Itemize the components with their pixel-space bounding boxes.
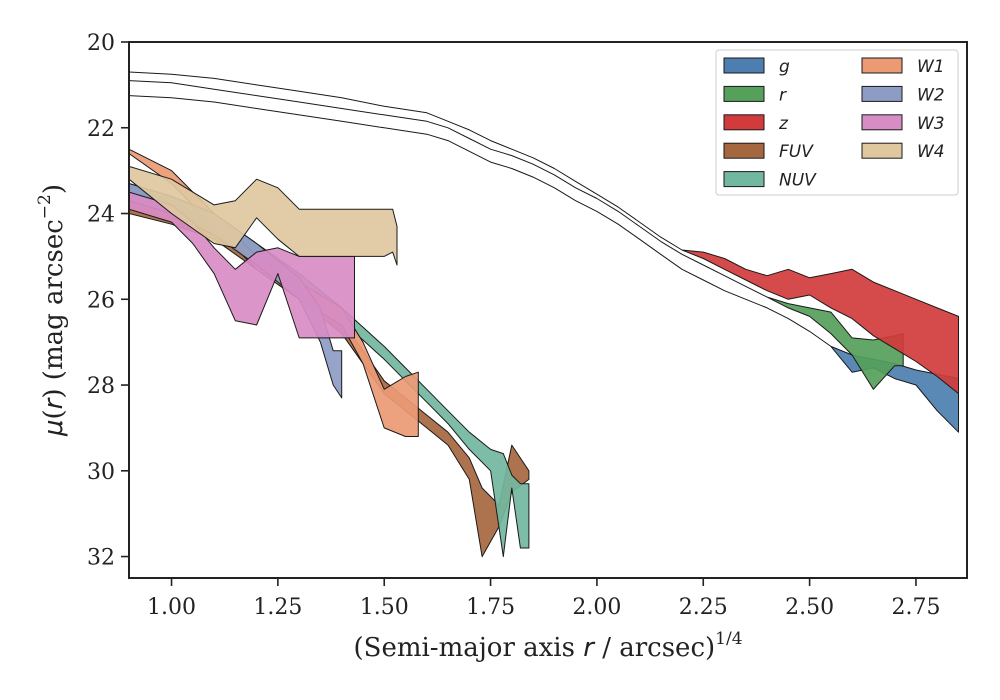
legend-label-NUV: NUV (779, 171, 817, 191)
x-tick-label: 2.50 (785, 595, 834, 620)
series-layer (129, 71, 959, 558)
legend-swatch-r (723, 85, 765, 102)
x-tick-label: 2.00 (572, 595, 621, 620)
series-band-g (129, 95, 959, 433)
legend-swatch-W1 (861, 57, 903, 74)
x-tick-label: 1.00 (147, 595, 196, 620)
x-tick-label: 2.75 (891, 595, 940, 620)
legend-label-r: r (779, 85, 787, 105)
y-tick-label: 30 (87, 460, 115, 485)
y-tick-label: 22 (87, 117, 115, 142)
series-band-W3 (129, 191, 355, 339)
y-axis-label: μ(r) (mag arcsec−2) (35, 184, 69, 437)
legend-swatch-W4 (861, 142, 903, 159)
y-tick-label: 24 (87, 203, 115, 228)
y-tick-label: 20 (87, 31, 115, 56)
legend-label-W3: W3 (917, 114, 945, 134)
legend-swatch-NUV (723, 171, 765, 188)
axes-layer: 1.00 1.25 1.50 1.75 2.00 2.25 2.50 2.75 20 22 24 26… (35, 31, 968, 663)
legend-swatch-z (723, 114, 765, 131)
y-tick-label: 28 (87, 374, 115, 399)
legend-swatch-W2 (861, 85, 903, 102)
series-band-z (129, 71, 959, 395)
legend-label-W2: W2 (917, 85, 945, 105)
plot-frame (128, 41, 968, 579)
legend-swatch-FUV (723, 142, 765, 159)
x-tick-label: 1.50 (360, 595, 409, 620)
y-tick-label: 26 (87, 288, 115, 313)
legend-label-W1: W1 (917, 57, 945, 77)
series-band-W4 (129, 165, 398, 266)
x-tick-label: 1.75 (466, 595, 515, 620)
x-tick-label: 2.25 (679, 595, 728, 620)
legend-swatch-W3 (861, 114, 903, 131)
y-tick-label: 32 (87, 546, 115, 571)
legend: grz FUV NUV W1 W2 W3 W4 (715, 49, 959, 196)
legend-label-z: z (778, 114, 789, 134)
x-axis-label: (Semi-major axis r / arcsec)1/4 (353, 629, 742, 663)
x-tick-label: 1.25 (253, 595, 302, 620)
legend-label-FUV: FUV (779, 142, 814, 162)
legend-swatch-g (723, 57, 765, 74)
legend-label-W4: W4 (917, 142, 945, 162)
legend-label-g: g (779, 57, 790, 77)
